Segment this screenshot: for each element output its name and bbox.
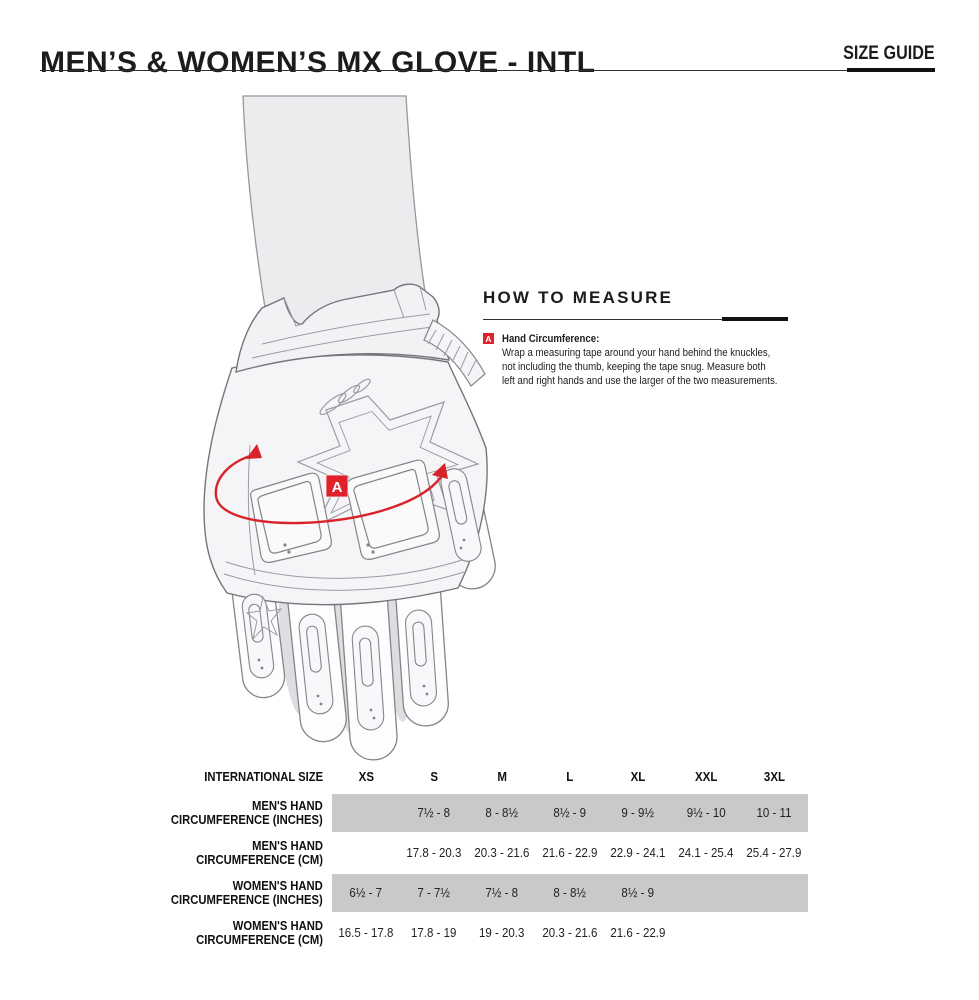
size-table: INTERNATIONAL SIZE XS S M L XL XXL 3XL MEN'S HAN… [171, 760, 808, 954]
measure-item-title: Hand Circumference: [502, 333, 600, 345]
size-cell: 8½ - 9 [621, 886, 655, 900]
row-label: MEN'S HAND CIRCUMFERENCE (INCHES) [171, 799, 323, 827]
size-cell: 8½ - 9 [553, 806, 587, 820]
column-header: XXL [694, 770, 718, 784]
header-divider-accent [847, 68, 935, 72]
size-cell: 17.8 - 20.3 [406, 846, 462, 860]
cuff [235, 283, 450, 373]
marker-a-badge: A [483, 333, 494, 344]
how-to-measure-divider [483, 317, 788, 321]
size-cell [332, 794, 400, 832]
arrowhead-left [246, 444, 262, 459]
row-label: WOMEN'S HAND CIRCUMFERENCE (INCHES) [171, 879, 323, 907]
measure-line-2: not including the thumb, keeping the tap… [502, 361, 766, 373]
size-cell [672, 874, 740, 912]
size-cell: 9 - 9½ [621, 806, 655, 820]
size-cell: 20.3 - 21.6 [542, 926, 598, 940]
size-cell: 7½ - 8 [485, 886, 519, 900]
size-cell: 21.6 - 22.9 [610, 926, 666, 940]
column-header: XL [630, 770, 646, 784]
how-to-measure-section: HOW TO MEASURE A Hand Circumference: Wra… [483, 288, 813, 388]
hand-seams [223, 559, 465, 591]
small-star-logo [245, 595, 283, 641]
size-cell: 9½ - 10 [686, 806, 726, 820]
column-header: M [497, 770, 507, 784]
table-row: MEN'S HAND CIRCUMFERENCE (INCHES) 7½ - 8 8 … [171, 794, 808, 832]
row-label: MEN'S HAND CIRCUMFERENCE (CM) [196, 839, 323, 867]
size-cell: 25.4 - 27.9 [746, 846, 802, 860]
table-header-row: INTERNATIONAL SIZE XS S M L XL XXL 3XL [185, 760, 808, 794]
table-row-cells: 16.5 - 17.8 17.8 - 19 19 - 20.3 20.3 - 21.6… [332, 912, 808, 954]
size-cell: 20.3 - 21.6 [474, 846, 530, 860]
size-cell: 8 - 8½ [485, 806, 519, 820]
measure-line-1: Wrap a measuring tape around your hand b… [502, 347, 771, 359]
knuckle-pads [250, 459, 440, 563]
size-cell: 21.6 - 22.9 [542, 846, 598, 860]
table-row: MEN'S HAND CIRCUMFERENCE (CM) 17.8 - 20.3 2… [185, 832, 808, 874]
table-row: WOMEN'S HAND CIRCUMFERENCE (INCHES) 6½ - 7… [171, 874, 808, 912]
size-cell: 6½ - 7 [349, 886, 383, 900]
size-cell [740, 874, 808, 912]
row-label: WOMEN'S HAND CIRCUMFERENCE (CM) [196, 919, 323, 947]
size-cell [672, 912, 740, 954]
size-cell: 7 - 7½ [417, 886, 451, 900]
column-header: L [566, 770, 574, 784]
column-header: 3XL [763, 770, 785, 784]
column-header: S [430, 770, 438, 784]
measurement-marker-a: A [325, 474, 349, 498]
size-cell: 22.9 - 24.1 [610, 846, 666, 860]
size-cell: 16.5 - 17.8 [338, 926, 394, 940]
table-row-cells: 17.8 - 20.3 20.3 - 21.6 21.6 - 22.9 22.9 - … [332, 832, 808, 874]
size-cell: 10 - 11 [756, 806, 792, 820]
measure-instructions: Hand Circumference: Wrap a measuring tap… [502, 332, 822, 388]
size-cell [740, 912, 808, 954]
cuff-strap [423, 319, 486, 387]
size-cell: 24.1 - 25.4 [678, 846, 734, 860]
arrowhead-right [432, 463, 448, 479]
column-header: XS [358, 770, 374, 784]
table-row-cells: 6½ - 7 7 - 7½ 7½ - 8 8 - 8½ 8½ - 9 [332, 874, 808, 912]
size-cell: 19 - 20.3 [479, 926, 525, 940]
header-divider [40, 70, 935, 71]
table-header-cells: XS S M L XL XXL 3XL [332, 760, 808, 794]
table-row: WOMEN'S HAND CIRCUMFERENCE (CM) 16.5 - 17.… [185, 912, 808, 954]
glove-illustration: A [203, 95, 496, 761]
size-cell: 7½ - 8 [417, 806, 451, 820]
size-cell: 17.8 - 19 [411, 926, 457, 940]
size-guide-label: SIZE GUIDE [843, 43, 935, 64]
measurement-arc [214, 444, 448, 525]
column-header: INTERNATIONAL SIZE [204, 770, 323, 784]
table-row-cells: 7½ - 8 8 - 8½ 8½ - 9 9 - 9½ 9½ - 10 10 - 11 [332, 794, 808, 832]
marker-a-letter: A [332, 479, 343, 496]
size-cell [332, 832, 400, 874]
size-cell: 8 - 8½ [553, 886, 587, 900]
how-to-measure-heading: HOW TO MEASURE [483, 288, 674, 307]
measure-line-3: left and right hands and use the larger … [502, 375, 778, 387]
finger-panels [241, 468, 482, 731]
page-title: MEN’S & WOMEN’S MX GLOVE - INTL [40, 46, 596, 80]
